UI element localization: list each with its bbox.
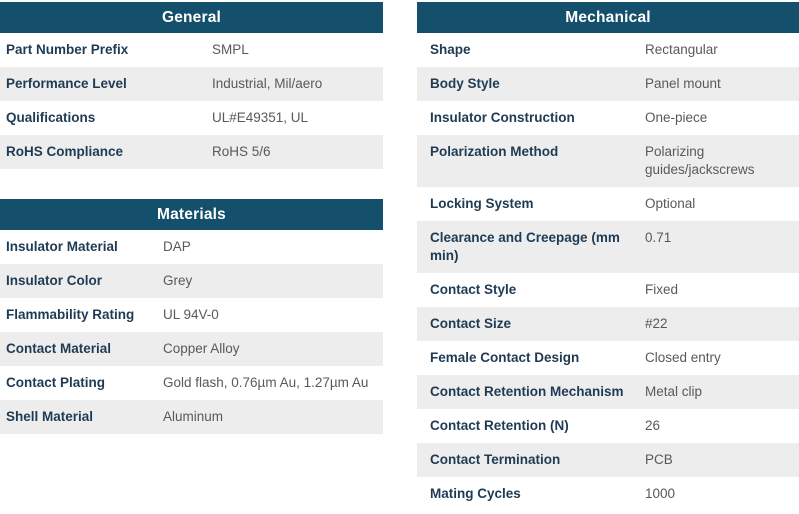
table-row: Contact Material Copper Alloy: [0, 332, 383, 366]
spec-label: Body Style: [430, 76, 500, 91]
spec-value: Fixed: [645, 282, 679, 297]
materials-table-body: Insulator Material DAP Insulator Color Grey…: [0, 230, 383, 434]
spec-label: Qualifications: [6, 110, 96, 125]
mechanical-table-header: Mechanical: [417, 2, 799, 33]
spec-label: Contact Retention (N): [430, 418, 569, 433]
spec-value: Aluminum: [163, 409, 224, 424]
spec-label: Performance Level: [6, 76, 127, 91]
left-column: General Part Number Prefix SMPL Performanc…: [0, 2, 383, 511]
spec-value: Closed entry: [645, 350, 721, 365]
spec-value: UL 94V-0: [163, 307, 219, 322]
mechanical-table: Mechanical Shape Rectangular Body Style Pan…: [417, 2, 799, 511]
spec-label: Mating Cycles: [430, 486, 521, 501]
table-row: Locking System Optional: [417, 187, 799, 221]
table-row: Contact Termination PCB: [417, 443, 799, 477]
spec-value: Copper Alloy: [163, 341, 240, 356]
table-row: RoHS Compliance RoHS 5/6: [0, 135, 383, 169]
spec-value: 1000: [645, 486, 676, 501]
spec-value: Panel mount: [645, 76, 721, 91]
table-row: Part Number Prefix SMPL: [0, 33, 383, 67]
table-row: Shell Material Aluminum: [0, 400, 383, 434]
table-row: Contact Retention (N) 26: [417, 409, 799, 443]
spec-label: Female Contact Design: [430, 350, 580, 365]
spec-label: Contact Style: [430, 282, 517, 297]
table-row: Contact Retention Mechanism Metal clip: [417, 375, 799, 409]
spec-label: RoHS Compliance: [6, 144, 124, 159]
table-row: Mating Cycles 1000: [417, 477, 799, 511]
table-row: Qualifications UL#E49351, UL: [0, 101, 383, 135]
spec-value: Gold flash, 0.76µm Au, 1.27µm Au: [163, 375, 369, 390]
general-table-body: Part Number Prefix SMPL Performance Level I…: [0, 33, 383, 169]
general-table: General Part Number Prefix SMPL Performanc…: [0, 2, 383, 169]
spec-value: DAP: [163, 239, 191, 254]
spec-label: Contact Plating: [6, 375, 106, 390]
spec-label: Shell Material: [6, 409, 94, 424]
spec-value: 0.71: [645, 230, 672, 245]
table-row: Shape Rectangular: [417, 33, 799, 67]
right-column: Mechanical Shape Rectangular Body Style Pan…: [417, 2, 799, 511]
table-row: Flammability Rating UL 94V-0: [0, 298, 383, 332]
spec-value: Industrial, Mil/aero: [212, 76, 323, 91]
table-row: Performance Level Industrial, Mil/aero: [0, 67, 383, 101]
table-row: Contact Plating Gold flash, 0.76µm Au, 1.…: [0, 366, 383, 400]
spec-label: Insulator Construction: [430, 110, 575, 125]
spec-value: Metal clip: [645, 384, 703, 399]
spec-label: Contact Material: [6, 341, 112, 356]
table-row: Contact Size #22: [417, 307, 799, 341]
spec-label: Locking System: [430, 196, 534, 211]
table-row: Insulator Construction One-piece: [417, 101, 799, 135]
spec-value: 26: [645, 418, 661, 433]
spec-value: #22: [645, 316, 668, 331]
spec-label: Shape: [430, 42, 471, 57]
mechanical-table-body: Shape Rectangular Body Style Panel mount Ins…: [417, 33, 799, 511]
spec-value: One-piece: [645, 110, 708, 125]
table-row: Body Style Panel mount: [417, 67, 799, 101]
spec-value: UL#E49351, UL: [212, 110, 309, 125]
spec-value: SMPL: [212, 42, 249, 57]
table-row: Clearance and Creepage (mm min) 0.71: [417, 221, 799, 273]
spec-value: RoHS 5/6: [212, 144, 271, 159]
table-row: Insulator Color Grey: [0, 264, 383, 298]
spec-value: Optional: [645, 196, 696, 211]
materials-table: Materials Insulator Material DAP Insulator…: [0, 199, 383, 434]
spec-label: Flammability Rating: [6, 307, 135, 322]
spec-label: Contact Retention Mechanism: [430, 384, 624, 399]
table-row: Contact Style Fixed: [417, 273, 799, 307]
spec-value: Grey: [163, 273, 193, 288]
spec-value: PCB: [645, 452, 673, 467]
spec-label: Contact Size: [430, 316, 512, 331]
table-row: Polarization Method Polarizing guides/jac…: [417, 135, 799, 187]
general-table-header: General: [0, 2, 383, 33]
spec-label: Clearance and Creepage (mm min): [430, 230, 620, 263]
materials-table-header: Materials: [0, 199, 383, 230]
spec-value: Polarizing guides/jackscrews: [645, 144, 755, 177]
table-row: Insulator Material DAP: [0, 230, 383, 264]
spec-label: Polarization Method: [430, 144, 559, 159]
table-row: Female Contact Design Closed entry: [417, 341, 799, 375]
spec-label: Insulator Material: [6, 239, 118, 254]
spec-label: Part Number Prefix: [6, 42, 129, 57]
spec-label: Insulator Color: [6, 273, 103, 288]
spec-value: Rectangular: [645, 42, 718, 57]
spec-label: Contact Termination: [430, 452, 561, 467]
